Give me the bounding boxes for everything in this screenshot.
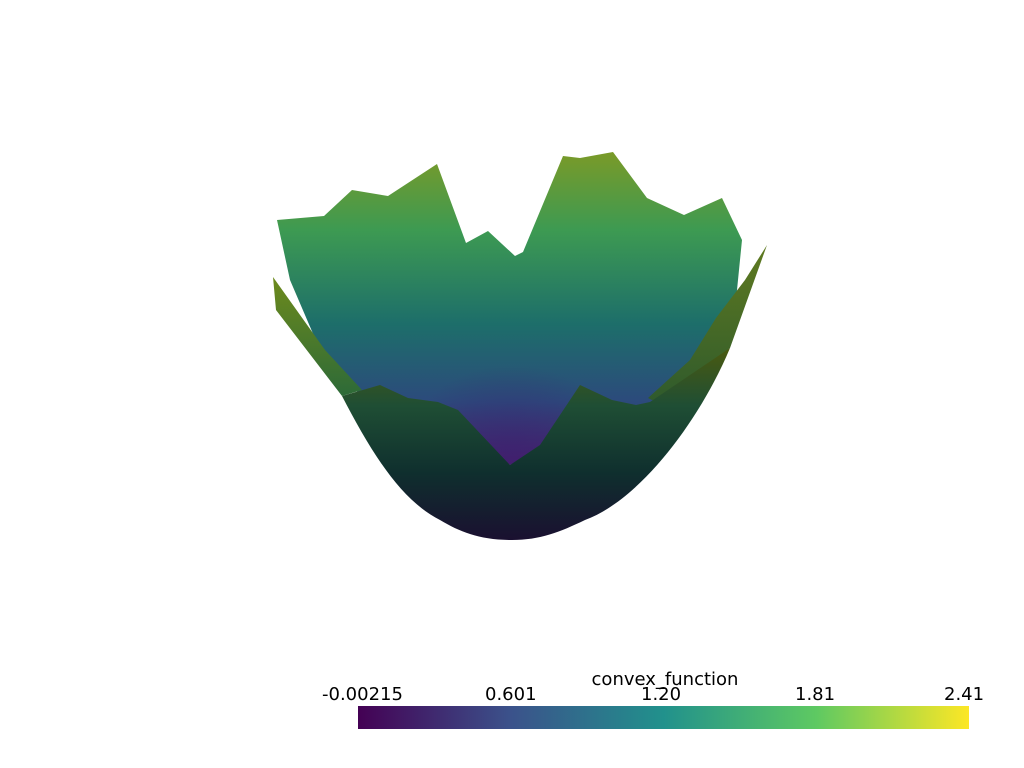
- surface-left-wall: [273, 277, 362, 396]
- surface-front-wall: [342, 348, 730, 540]
- colorbar-tick-min: -0.00215: [322, 684, 403, 705]
- colorbar-tick-181: 1.81: [795, 684, 836, 705]
- colorbar-gradient: [358, 706, 969, 729]
- surface-back-wall: [277, 152, 742, 465]
- surface-mesh: [273, 152, 767, 540]
- colorbar-tick-120: 1.20: [641, 684, 682, 705]
- colorbar-tick-max: 2.41: [944, 684, 985, 705]
- colorbar-tick-0601: 0.601: [485, 684, 537, 705]
- colorbar-title: convex_function: [591, 669, 739, 690]
